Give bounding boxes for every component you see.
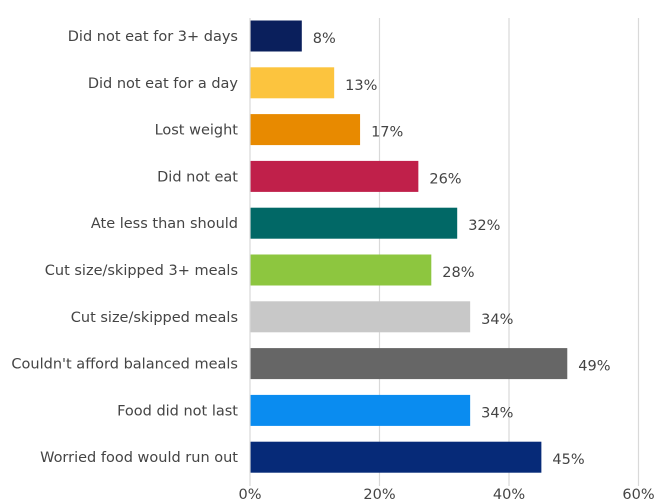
category-label: Did not eat bbox=[157, 169, 238, 185]
bar bbox=[250, 20, 302, 52]
value-label: 13% bbox=[345, 78, 377, 94]
value-label: 17% bbox=[371, 125, 403, 141]
x-tick-label: 40% bbox=[493, 487, 525, 502]
value-label: 34% bbox=[481, 312, 513, 328]
category-label: Cut size/skipped meals bbox=[71, 310, 238, 326]
value-label: 8% bbox=[313, 31, 336, 47]
bar bbox=[250, 301, 471, 333]
bar bbox=[250, 348, 568, 380]
category-label: Lost weight bbox=[155, 123, 239, 139]
category-labels: Did not eat for 3+ days Did not eat for a… bbox=[11, 29, 238, 466]
bar bbox=[250, 160, 419, 192]
value-label: 28% bbox=[442, 265, 474, 281]
value-label: 26% bbox=[429, 171, 461, 187]
bars bbox=[250, 20, 568, 473]
bar bbox=[250, 207, 458, 239]
x-axis-tick-labels: 0% 20% 40% 60% bbox=[238, 487, 654, 502]
x-tick-label: 20% bbox=[363, 487, 395, 502]
value-label: 49% bbox=[578, 359, 610, 375]
category-label: Couldn't afford balanced meals bbox=[11, 357, 238, 373]
value-labels: 8% 13% 17% 26% 32% 28% 34% 49% 34% 45% bbox=[313, 31, 611, 468]
category-label: Cut size/skipped 3+ meals bbox=[45, 263, 238, 279]
bar bbox=[250, 394, 471, 426]
category-label: Ate less than should bbox=[91, 216, 238, 232]
bar bbox=[250, 67, 335, 99]
category-label: Did not eat for 3+ days bbox=[68, 29, 238, 45]
x-tick-label: 0% bbox=[238, 487, 261, 502]
category-label: Worried food would run out bbox=[40, 450, 238, 466]
category-label: Food did not last bbox=[117, 403, 238, 419]
x-tick-label: 60% bbox=[622, 487, 654, 502]
value-label: 34% bbox=[481, 405, 513, 421]
bar bbox=[250, 441, 542, 473]
bar bbox=[250, 254, 432, 286]
value-label: 32% bbox=[468, 218, 500, 234]
value-label: 45% bbox=[552, 452, 584, 468]
category-label: Did not eat for a day bbox=[88, 76, 239, 92]
bar bbox=[250, 114, 361, 146]
